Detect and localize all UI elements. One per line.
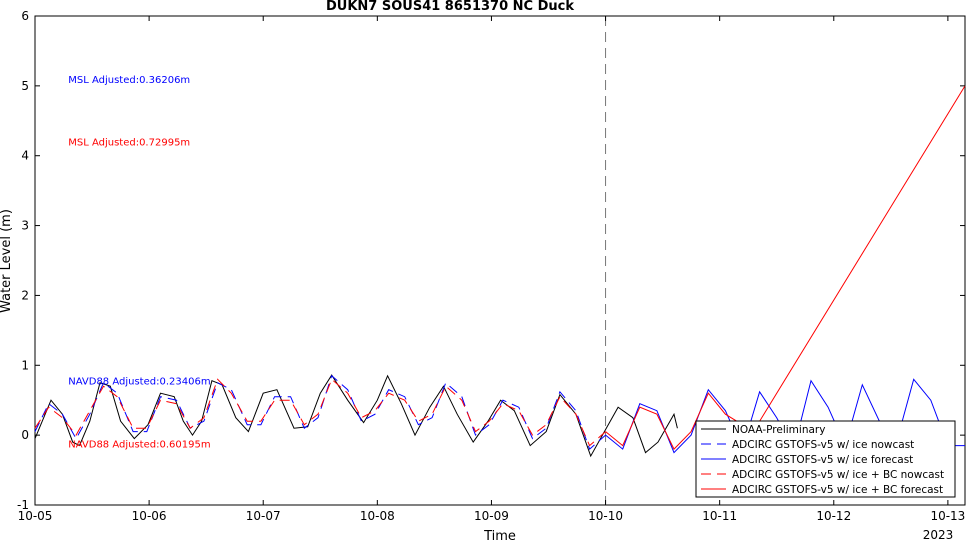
x-axis-label: Time: [483, 529, 516, 541]
legend-entry: ADCIRC GSTOFS-v5 w/ ice nowcast: [732, 439, 914, 451]
x-tick-label: 10-12: [816, 509, 851, 523]
y-tick-label: 0: [21, 428, 29, 442]
legend-entry: ADCIRC GSTOFS-v5 w/ ice + BC forecast: [732, 484, 943, 496]
annotation-text: MSL Adjusted:0.36206m: [68, 75, 190, 86]
y-tick-label: 6: [21, 9, 29, 23]
y-tick-label: 3: [21, 219, 29, 233]
y-axis: -1 0 1 2 3 4 5 6: [17, 9, 965, 512]
annotation-text: NAVD88 Adjusted:0.23406m: [68, 377, 210, 388]
x-tick-label: 10-10: [588, 509, 623, 523]
annotation-text: MSL Adjusted:0.72995m: [68, 138, 190, 149]
axes-frame: [34, 15, 966, 506]
y-tick-label: 2: [21, 288, 29, 302]
y-tick-label: 1: [21, 358, 29, 372]
legend-entry: ADCIRC GSTOFS-v5 w/ ice forecast: [732, 454, 913, 466]
x-axis: 10-05 10-06 10-07 10-08 10-09 10-10 10-11 10-12…: [18, 16, 965, 523]
year-label: 2023: [923, 528, 954, 541]
legend-entry: NOAA-Preliminary: [732, 424, 825, 436]
x-tick-label: 10-09: [474, 509, 509, 523]
y-tick-label: 5: [21, 79, 29, 93]
annotation-text: NAVD88 Adjusted:0.60195m: [68, 440, 210, 451]
x-tick-label: 10-06: [132, 509, 167, 523]
y-tick-label: 4: [21, 149, 29, 163]
x-tick-label: 10-13: [930, 509, 965, 523]
series-line-3: [34, 378, 606, 447]
y-tick-label: -1: [17, 498, 29, 512]
chart-title: DUKN7 SOUS41 8651370 NC Duck: [326, 0, 574, 14]
x-tick-label: 10-08: [360, 509, 395, 523]
legend: NOAA-Preliminary ADCIRC GSTOFS-v5 w/ ice …: [695, 420, 956, 498]
x-tick-label: 10-05: [18, 509, 53, 523]
legend-entry: ADCIRC GSTOFS-v5 w/ ice + BC nowcast: [732, 469, 944, 481]
x-tick-label: 10-11: [702, 509, 737, 523]
annotations: MSL Adjusted:0.36206m MSL Adjusted:0.7299…: [68, 75, 210, 451]
x-tick-label: 10-07: [246, 509, 281, 523]
y-axis-label: Water Level (m): [0, 209, 14, 313]
legend-box: [695, 420, 956, 498]
